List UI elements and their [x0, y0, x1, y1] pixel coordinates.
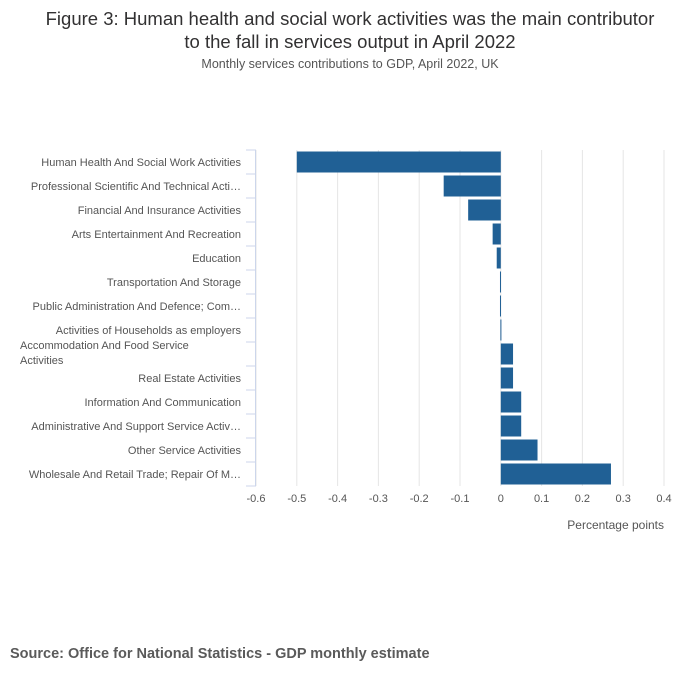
y-category-label-line: Activities	[20, 355, 64, 367]
y-category-label: Accommodation And Food Service Activities	[20, 340, 189, 367]
x-tick-label: -0.5	[287, 493, 306, 505]
x-tick-label: -0.4	[328, 493, 347, 505]
x-tick-label: 0	[498, 493, 504, 505]
bar	[492, 223, 501, 245]
chart-title-line-1: Figure 3: Human health and social work a…	[45, 8, 655, 29]
y-category-label: Public Administration And Defence; Com…	[33, 301, 242, 313]
source-note: Source: Office for National Statistics -…	[10, 646, 430, 662]
y-category-label: Activities of Households as employers	[56, 325, 242, 337]
chart-title: Figure 3: Human health and social work a…	[0, 7, 700, 53]
bar	[500, 415, 522, 437]
x-tick-label: 0.2	[575, 493, 590, 505]
bar	[468, 199, 501, 221]
bar	[500, 439, 538, 461]
x-tick-label: -0.6	[247, 493, 266, 505]
y-category-label: Real Estate Activities	[138, 373, 241, 385]
y-category-label: Administrative And Support Service Activ…	[31, 421, 241, 433]
bar	[500, 463, 611, 485]
bar	[296, 151, 501, 173]
x-tick-label: -0.3	[369, 493, 388, 505]
y-category-label-line: Accommodation And Food Service	[20, 340, 189, 352]
y-category-label: Professional Scientific And Technical Ac…	[31, 181, 241, 193]
bar	[499, 271, 501, 293]
bar	[500, 367, 514, 389]
x-tick-label: -0.1	[451, 493, 470, 505]
y-category-label: Arts Entertainment And Recreation	[72, 229, 241, 241]
chart-title-line-2: to the fall in services output in April …	[184, 31, 516, 52]
bar	[443, 175, 501, 197]
y-category-label: Financial And Insurance Activities	[78, 205, 242, 217]
x-tick-label: 0.4	[656, 493, 671, 505]
y-category-label: Other Service Activities	[128, 445, 242, 457]
y-category-label: Transportation And Storage	[107, 277, 241, 289]
chart-subtitle: Monthly services contributions to GDP, A…	[201, 57, 499, 71]
x-tick-label: 0.3	[616, 493, 631, 505]
bar	[499, 295, 501, 317]
bar	[500, 391, 522, 413]
y-category-label: Wholesale And Retail Trade; Repair Of M…	[29, 469, 241, 481]
bar	[500, 343, 514, 365]
y-category-label: Education	[192, 253, 241, 265]
y-category-label: Information And Communication	[84, 397, 241, 409]
x-tick-label: -0.2	[410, 493, 429, 505]
bar	[496, 247, 501, 269]
x-axis-title: Percentage points	[567, 518, 664, 532]
bar	[500, 319, 502, 341]
x-tick-label: 0.1	[534, 493, 549, 505]
y-category-label: Human Health And Social Work Activities	[41, 157, 241, 169]
